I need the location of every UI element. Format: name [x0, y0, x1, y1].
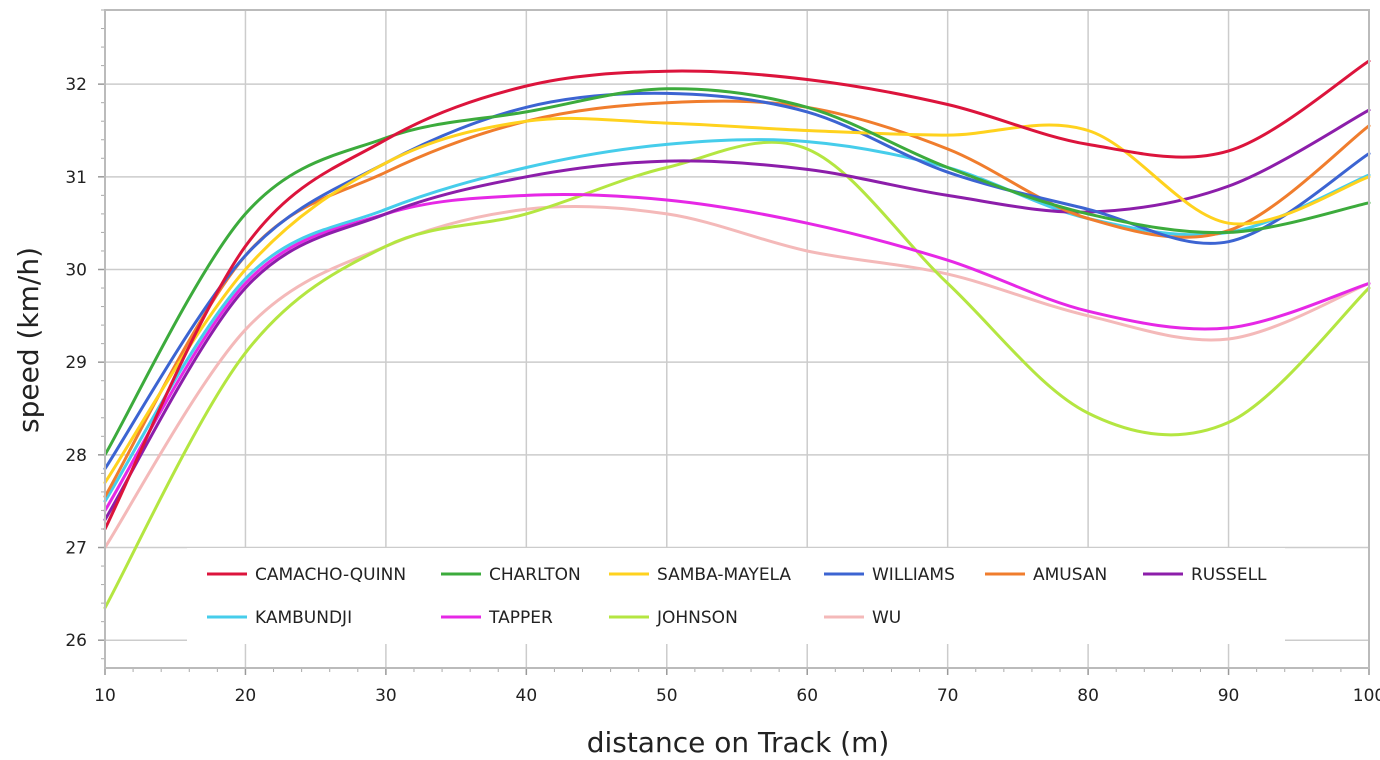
legend-label-charlton: CHARLTON: [489, 565, 581, 585]
legend-label-camacho-quinn: CAMACHO-QUINN: [255, 565, 406, 585]
axes: [98, 9, 1370, 675]
series-line-camacho-quinn: [103, 59, 1371, 531]
x-tick-label: 20: [235, 686, 257, 706]
y-tick-label: 29: [65, 353, 87, 373]
series-line-johnson: [103, 140, 1371, 610]
x-tick-label: 50: [656, 686, 678, 706]
series-line-tapper: [103, 192, 1371, 512]
tick-labels: 10 20 30 40 50 60 70 80 90 100 26 27 28 29 30 31 32: [65, 75, 1380, 706]
x-tick-label: 30: [375, 686, 397, 706]
legend-label-kambundji: KAMBUNDJI: [255, 608, 352, 628]
legend-label-wu: WU: [872, 608, 901, 628]
legend-label-williams: WILLIAMS: [872, 565, 955, 585]
x-tick-label: 100: [1353, 686, 1380, 706]
legend-label-johnson: JOHNSON: [656, 608, 738, 628]
series-line-samba-mayela: [103, 116, 1371, 485]
legend-label-tapper: TAPPER: [488, 608, 553, 628]
x-axis-title: distance on Track (m): [587, 726, 890, 759]
y-tick-label: 28: [65, 446, 87, 466]
y-tick-label: 26: [65, 631, 87, 651]
y-tick-label: 30: [65, 260, 87, 280]
x-tick-label: 70: [937, 686, 959, 706]
x-tick-label: 40: [516, 686, 538, 706]
series-line-williams: [103, 91, 1371, 471]
x-tick-label: 60: [796, 686, 818, 706]
series-line-russell: [103, 108, 1371, 522]
series-line-charlton: [103, 87, 1371, 457]
legend-label-samba-mayela: SAMBA-MAYELA: [657, 565, 791, 585]
series-line-amusan: [103, 99, 1371, 498]
series-lines: [103, 59, 1371, 610]
y-tick-label: 31: [65, 168, 87, 188]
legend-label-russell: RUSSELL: [1191, 565, 1267, 585]
x-tick-label: 90: [1218, 686, 1240, 706]
y-axis-title: speed (km/h): [12, 247, 45, 433]
y-tick-label: 32: [65, 75, 87, 95]
y-tick-label: 27: [65, 539, 87, 559]
x-tick-label: 10: [94, 686, 116, 706]
legend: CAMACHO-QUINN CHARLTON SAMBA-MAYELA WILLIAM…: [187, 548, 1285, 644]
legend-label-amusan: AMUSAN: [1033, 565, 1107, 585]
plot-frame: [104, 9, 1370, 669]
legend-box: [187, 548, 1285, 644]
x-tick-label: 80: [1077, 686, 1099, 706]
series-line-wu: [103, 204, 1371, 549]
